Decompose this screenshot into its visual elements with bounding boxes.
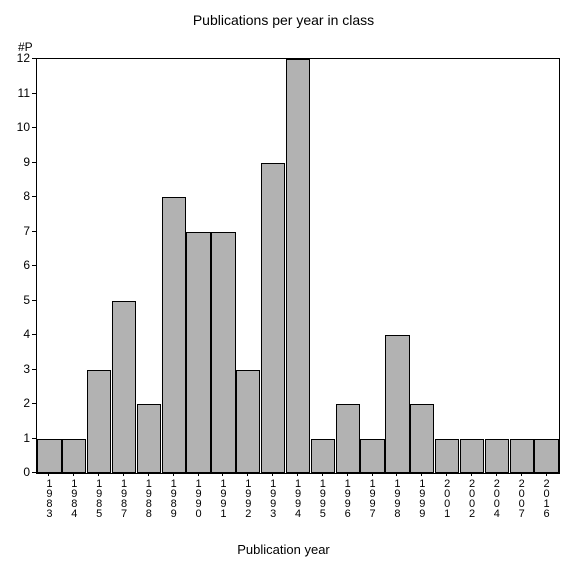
bar: [137, 404, 161, 473]
x-tick-mark: [222, 472, 223, 476]
x-tick-mark: [148, 472, 149, 476]
bar: [410, 404, 434, 473]
x-tick-label: 1989: [167, 478, 179, 518]
x-tick-label: 1991: [216, 478, 228, 518]
bar: [261, 163, 285, 474]
x-tick-mark: [123, 472, 124, 476]
y-tick-mark: [32, 300, 36, 301]
x-tick-label: 1996: [341, 478, 353, 518]
bar: [336, 404, 360, 473]
x-tick-label: 2002: [465, 478, 477, 518]
x-tick-mark: [496, 472, 497, 476]
chart-title: Publications per year in class: [0, 12, 567, 28]
x-tick-label: 1992: [241, 478, 253, 518]
bar: [460, 439, 484, 474]
x-tick-label: 1994: [291, 478, 303, 518]
x-tick-label: 1984: [67, 478, 79, 518]
chart-container: Publications per year in class #P Public…: [0, 0, 567, 567]
y-tick-mark: [32, 472, 36, 473]
x-tick-mark: [347, 472, 348, 476]
x-tick-label: 1988: [142, 478, 154, 518]
bar: [37, 439, 61, 474]
y-tick-label: 7: [10, 224, 30, 238]
y-tick-mark: [32, 58, 36, 59]
bar: [186, 232, 210, 474]
x-tick-mark: [521, 472, 522, 476]
bar: [211, 232, 235, 474]
x-tick-label: 1990: [192, 478, 204, 518]
y-tick-mark: [32, 231, 36, 232]
x-tick-mark: [173, 472, 174, 476]
x-tick-mark: [198, 472, 199, 476]
x-tick-label: 1985: [92, 478, 104, 518]
y-tick-label: 2: [10, 396, 30, 410]
x-tick-mark: [446, 472, 447, 476]
x-tick-label: 2016: [540, 478, 552, 518]
x-tick-mark: [98, 472, 99, 476]
y-tick-mark: [32, 127, 36, 128]
y-tick-label: 6: [10, 258, 30, 272]
x-tick-mark: [546, 472, 547, 476]
y-tick-label: 5: [10, 293, 30, 307]
bar: [534, 439, 558, 474]
y-tick-mark: [32, 93, 36, 94]
x-tick-mark: [322, 472, 323, 476]
x-tick-label: 1983: [42, 478, 54, 518]
y-tick-mark: [32, 369, 36, 370]
y-tick-label: 3: [10, 362, 30, 376]
x-tick-mark: [297, 472, 298, 476]
x-tick-label: 1995: [316, 478, 328, 518]
x-tick-label: 2001: [440, 478, 452, 518]
y-tick-label: 11: [10, 86, 30, 100]
plot-area: [36, 58, 560, 474]
y-tick-mark: [32, 403, 36, 404]
x-tick-mark: [73, 472, 74, 476]
y-tick-mark: [32, 162, 36, 163]
x-tick-mark: [48, 472, 49, 476]
bar: [236, 370, 260, 474]
x-tick-label: 1987: [117, 478, 129, 518]
y-tick-label: 8: [10, 189, 30, 203]
bar: [435, 439, 459, 474]
bar: [311, 439, 335, 474]
y-tick-mark: [32, 196, 36, 197]
x-tick-mark: [247, 472, 248, 476]
bar: [385, 335, 409, 473]
x-axis-title: Publication year: [0, 542, 567, 557]
bar: [62, 439, 86, 474]
y-tick-label: 9: [10, 155, 30, 169]
y-tick-mark: [32, 265, 36, 266]
bar: [162, 197, 186, 473]
x-tick-label: 2004: [490, 478, 502, 518]
y-tick-label: 4: [10, 327, 30, 341]
x-tick-label: 1999: [415, 478, 427, 518]
bar: [360, 439, 384, 474]
y-tick-label: 1: [10, 431, 30, 445]
bar: [510, 439, 534, 474]
y-tick-label: 10: [10, 120, 30, 134]
bar: [485, 439, 509, 474]
x-tick-mark: [372, 472, 373, 476]
x-tick-label: 2007: [515, 478, 527, 518]
x-tick-label: 1997: [366, 478, 378, 518]
x-tick-mark: [272, 472, 273, 476]
x-tick-mark: [396, 472, 397, 476]
bar: [112, 301, 136, 474]
bar: [286, 59, 310, 473]
x-tick-label: 1998: [390, 478, 402, 518]
bar: [87, 370, 111, 474]
x-tick-label: 1993: [266, 478, 278, 518]
y-tick-label: 12: [10, 51, 30, 65]
x-tick-mark: [421, 472, 422, 476]
y-tick-label: 0: [10, 465, 30, 479]
y-tick-mark: [32, 334, 36, 335]
x-tick-mark: [471, 472, 472, 476]
y-tick-mark: [32, 438, 36, 439]
